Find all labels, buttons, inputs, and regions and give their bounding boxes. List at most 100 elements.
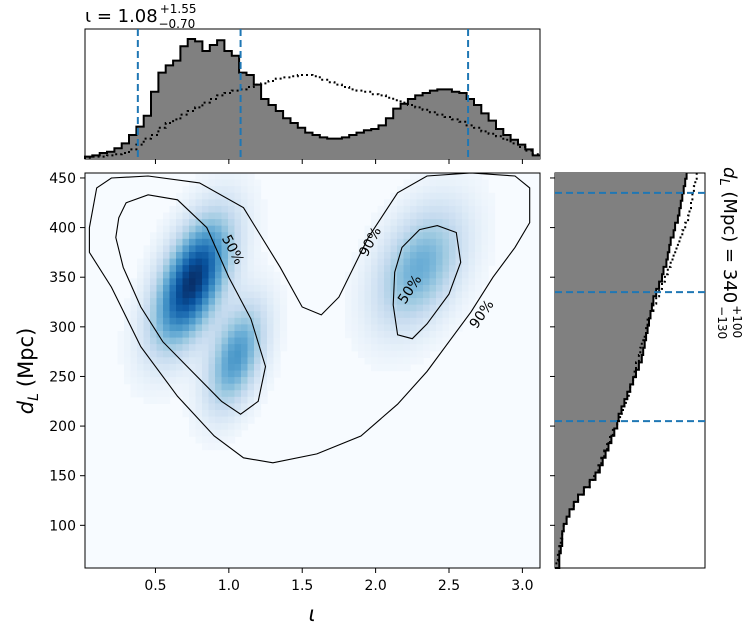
heatmap-cell — [137, 265, 145, 273]
heatmap-cell — [169, 245, 177, 253]
heatmap-cell — [221, 232, 229, 240]
heatmap-cell — [221, 225, 229, 233]
heatmap-cell — [449, 192, 457, 200]
heatmap-cell — [429, 344, 437, 352]
heatmap-cell — [150, 258, 158, 266]
heatmap-cell — [247, 331, 255, 339]
heatmap-cell — [403, 304, 411, 312]
heatmap-cell — [195, 265, 203, 273]
heatmap-cell — [488, 219, 496, 227]
heatmap-cell — [488, 225, 496, 233]
heatmap-cell — [384, 245, 392, 253]
x-tick-label: 0.5 — [144, 578, 166, 594]
heatmap-cell — [228, 377, 236, 385]
heatmap-cell — [156, 304, 164, 312]
heatmap-cell — [143, 271, 151, 279]
heatmap-cell — [364, 232, 372, 240]
distance-posterior-fill — [555, 173, 687, 568]
heatmap-cell — [247, 337, 255, 345]
heatmap-cell — [189, 291, 197, 299]
x-tick-label: 1.5 — [291, 578, 313, 594]
heatmap-cell — [221, 258, 229, 266]
heatmap-cell — [371, 291, 379, 299]
heatmap-cell — [429, 291, 437, 299]
heatmap-cell — [351, 265, 359, 273]
heatmap-cell — [234, 311, 242, 319]
heatmap-cell — [397, 245, 405, 253]
heatmap-cell — [429, 192, 437, 200]
heatmap-cell — [215, 423, 223, 431]
heatmap-cell — [371, 311, 379, 319]
heatmap-cell — [202, 258, 210, 266]
heatmap-cell — [390, 205, 398, 214]
heatmap-cell — [390, 199, 398, 207]
heatmap-cell — [221, 370, 229, 378]
heatmap-cell — [462, 238, 470, 247]
heatmap-cell — [416, 238, 424, 247]
heatmap-cell — [449, 258, 457, 266]
heatmap-cell — [169, 258, 177, 266]
heatmap-cell — [358, 337, 366, 345]
heatmap-cell — [221, 271, 229, 279]
heatmap-cell — [377, 258, 385, 266]
heatmap-cell — [169, 298, 177, 306]
heatmap-cell — [273, 278, 281, 286]
heatmap-cell — [260, 291, 268, 299]
heatmap-cell — [416, 357, 424, 365]
heatmap-cell — [241, 324, 249, 332]
heatmap-cell — [390, 350, 398, 358]
heatmap-cell — [416, 344, 424, 352]
heatmap-cell — [202, 390, 210, 398]
heatmap-cell — [358, 350, 366, 358]
heatmap-cell — [429, 232, 437, 240]
heatmap-cell — [124, 344, 132, 352]
heatmap-cell — [150, 304, 158, 312]
heatmap-cell — [371, 363, 379, 372]
heatmap-cell — [130, 377, 138, 385]
heatmap-cell — [410, 337, 418, 345]
heatmap-cell — [384, 363, 392, 372]
heatmap-cell — [182, 390, 190, 398]
heatmap-cell — [241, 337, 249, 345]
heatmap-cell — [169, 357, 177, 365]
heatmap-cell — [215, 363, 223, 372]
iota-posterior-fill — [85, 39, 540, 159]
heatmap-cell — [234, 173, 242, 181]
heatmap-cell — [143, 331, 151, 339]
heatmap-cell — [215, 403, 223, 411]
iota-upper-error: +1.55 — [160, 2, 197, 16]
heatmap-cell — [202, 179, 210, 187]
heatmap-cell — [195, 403, 203, 411]
heatmap-cell — [384, 252, 392, 260]
heatmap-cell — [130, 383, 138, 391]
heatmap-cell — [364, 331, 372, 339]
heatmap-cell — [241, 265, 249, 273]
heatmap-cell — [195, 344, 203, 352]
heatmap-cell — [468, 265, 476, 273]
heatmap-cell — [267, 278, 275, 286]
heatmap-cell — [377, 363, 385, 372]
heatmap-cell — [468, 304, 476, 312]
heatmap-cell — [488, 212, 496, 220]
heatmap-cell — [442, 192, 450, 200]
heatmap-cell — [384, 199, 392, 207]
heatmap-cell — [429, 337, 437, 345]
heatmap-cell — [442, 331, 450, 339]
heatmap-cell — [455, 232, 463, 240]
heatmap-cell — [163, 245, 171, 253]
heatmap-cell — [156, 252, 164, 260]
heatmap-cell — [475, 225, 483, 233]
heatmap-cell — [176, 337, 184, 345]
heatmap-cell — [241, 317, 249, 326]
heatmap-cell — [429, 199, 437, 207]
heatmap-cell — [150, 331, 158, 339]
heatmap-cell — [169, 212, 177, 220]
heatmap-cell — [436, 173, 444, 181]
contour-90pct-0 — [88, 173, 531, 464]
heatmap-cell — [137, 383, 145, 391]
heatmap-cell — [423, 284, 431, 293]
heatmap-cell — [416, 284, 424, 293]
right-marginal-panel: dL (Mpc) = 340+100−130 — [550, 167, 744, 569]
heatmap-cell — [403, 350, 411, 358]
heatmap-cell — [143, 337, 151, 345]
